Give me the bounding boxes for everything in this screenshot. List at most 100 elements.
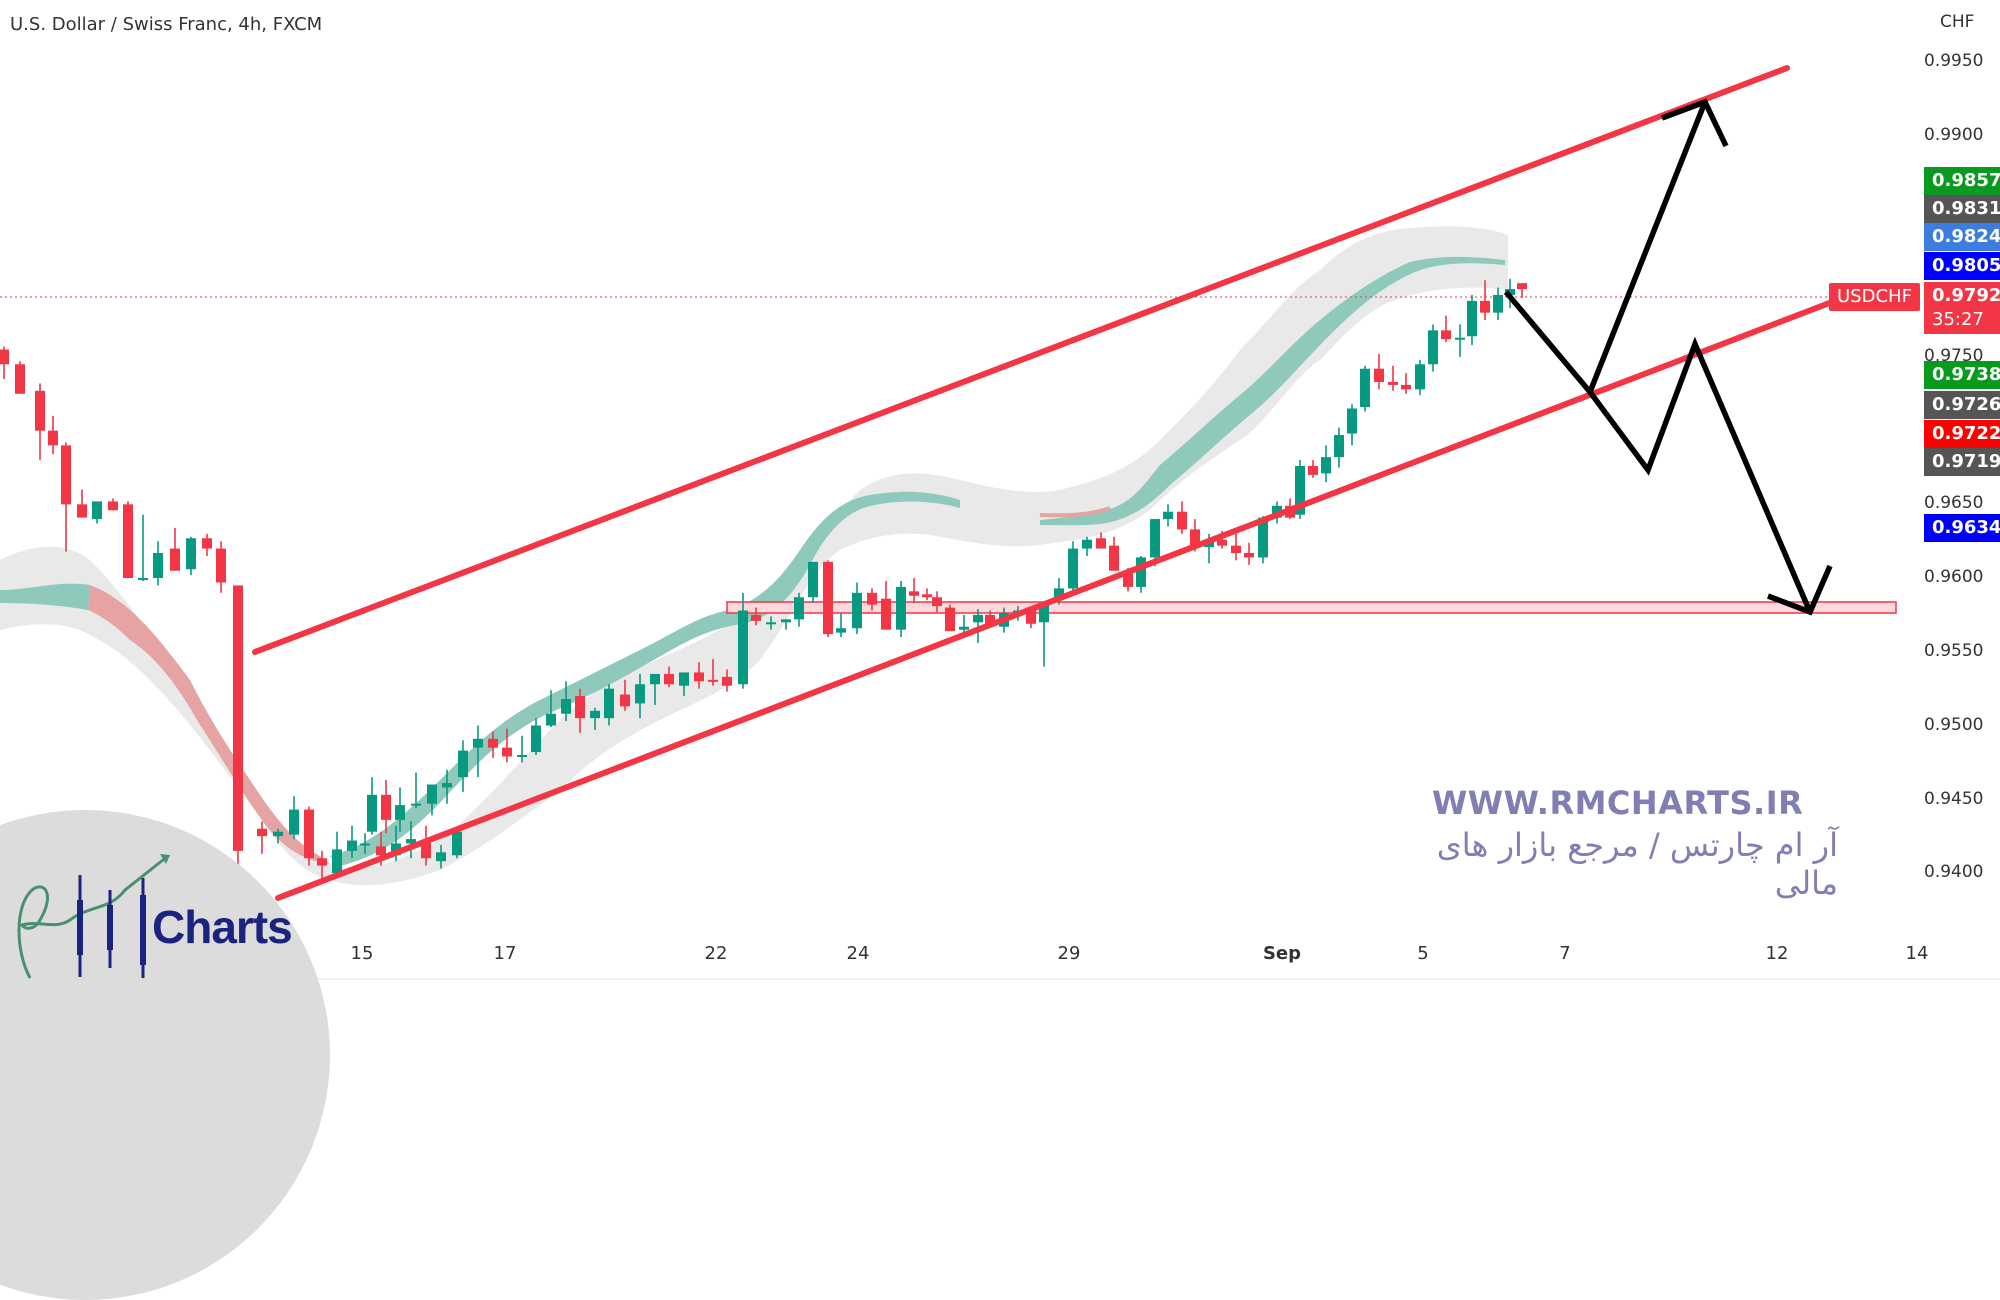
candle: [650, 673, 660, 705]
candle: [170, 527, 180, 571]
bearish-projection-arrow: [1587, 336, 1813, 614]
candle: [1441, 315, 1451, 343]
price-level-tag: 0.9831: [1924, 195, 2000, 223]
candle: [35, 383, 45, 461]
channel-lower-line: [275, 299, 1835, 901]
candle: [488, 731, 498, 758]
candle: [922, 588, 932, 601]
candle: [273, 828, 283, 844]
candle: [304, 806, 314, 866]
candle: [679, 672, 689, 697]
candle: [590, 707, 600, 730]
price-level-tag: 0.9857: [1924, 167, 2000, 195]
candle: [289, 796, 299, 840]
price-tick-label: 0.9450: [1924, 789, 1984, 809]
time-tick-label: 14: [1905, 943, 1929, 964]
candle: [852, 582, 862, 635]
candle: [823, 560, 833, 638]
candle: [1258, 516, 1268, 564]
candle: [1493, 287, 1503, 321]
price-level-tag: 0.9634: [1924, 514, 2000, 542]
candle: [1388, 365, 1398, 391]
time-tick-label: 29: [1057, 943, 1081, 964]
price-tick-label: 0.9650: [1924, 493, 1984, 513]
price-level-tag: 0.9726: [1924, 391, 2000, 419]
time-tick-label: 12: [1765, 943, 1789, 964]
candle: [973, 609, 983, 643]
candle: [233, 585, 243, 873]
candle: [896, 581, 906, 638]
candle: [531, 718, 541, 756]
candle: [1308, 460, 1318, 478]
candle: [61, 442, 71, 552]
candle: [1082, 536, 1092, 556]
candle: [738, 592, 748, 689]
rm-logo-icon: [17, 854, 170, 979]
candle: [427, 784, 437, 816]
candle: [48, 415, 58, 455]
price-chart[interactable]: [0, 0, 2000, 1000]
candle: [794, 592, 804, 627]
candle: [360, 833, 370, 854]
candle: [1428, 324, 1438, 372]
candle: [1401, 373, 1411, 394]
candle: [347, 825, 357, 859]
candle: [92, 501, 102, 524]
candle: [781, 619, 791, 630]
candle: [881, 581, 891, 630]
candle: [123, 501, 133, 579]
logo-text: Charts: [152, 901, 293, 953]
price-tick-label: 0.9500: [1924, 715, 1984, 735]
candle: [257, 821, 267, 854]
candle: [1360, 365, 1370, 412]
time-tick-label: 7: [1559, 943, 1571, 964]
candle: [15, 361, 25, 394]
candle: [381, 780, 391, 834]
candle: [186, 536, 196, 576]
candle: [808, 561, 818, 604]
candle: [1295, 460, 1305, 520]
candle: [1347, 404, 1357, 446]
symbol-tag: USDCHF: [1829, 283, 1920, 311]
candle: [411, 772, 421, 809]
candle: [1244, 542, 1254, 565]
time-tick-label: 24: [846, 943, 870, 964]
candle: [1334, 427, 1344, 468]
candle: [1480, 280, 1490, 321]
price-tick-label: 0.9400: [1924, 862, 1984, 882]
price-level-tag: 0.9824: [1924, 223, 2000, 251]
candle: [575, 688, 585, 733]
bearish-arrowhead: [1767, 564, 1833, 616]
candle: [620, 679, 630, 711]
time-tick-label: Sep: [1262, 943, 1302, 964]
candle: [395, 787, 405, 832]
time-tick-label: 17: [493, 943, 517, 964]
currency-label: CHF: [1940, 12, 1975, 32]
support-zone: [726, 601, 1897, 614]
candle: [517, 735, 527, 763]
candle: [1039, 601, 1049, 667]
candlesticks: [0, 278, 1527, 881]
price-level-tag: 0.9719: [1924, 448, 2000, 476]
candle: [909, 578, 919, 604]
chart-title: U.S. Dollar / Swiss Franc, 4h, FXCM: [10, 14, 323, 35]
moving-average-ribbon: [0, 226, 1508, 886]
candle: [1136, 555, 1146, 593]
candle: [138, 514, 148, 582]
candle: [1150, 519, 1160, 567]
candle: [1163, 504, 1173, 527]
candle: [1231, 533, 1241, 561]
time-tick-label: 15: [350, 943, 374, 964]
price-level-tag: 0.9738: [1924, 361, 2000, 389]
candle: [836, 613, 846, 638]
bullish-projection-arrow: [1503, 100, 1708, 398]
candle: [473, 725, 483, 778]
channel-upper-line: [252, 65, 1790, 655]
candle: [202, 533, 212, 556]
candle: [153, 541, 163, 586]
candle: [367, 777, 377, 835]
price-level-tag: 0.9722: [1924, 420, 2000, 448]
price-level-tag: 0.9805: [1924, 252, 2000, 280]
time-tick-label: 5: [1417, 943, 1429, 964]
candle: [1415, 359, 1425, 396]
